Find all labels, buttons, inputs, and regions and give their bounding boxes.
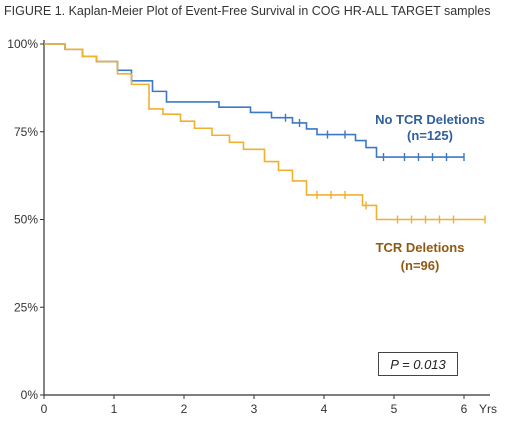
x-tick-label: 6: [461, 402, 468, 416]
x-tick-label: 4: [321, 402, 328, 416]
y-tick-label: 0%: [21, 388, 39, 402]
y-tick-label: 100%: [7, 37, 38, 51]
survival-curve-tcr-deletions: [44, 43, 485, 221]
p-value-box: P = 0.013: [378, 352, 458, 376]
x-tick-label: 1: [111, 402, 118, 416]
chart-axes: [43, 40, 490, 396]
y-axis-ticks: 0% 25% 50% 75% 100%: [7, 37, 44, 402]
series-group: [44, 43, 486, 224]
x-tick-label: 5: [391, 402, 398, 416]
x-tick-label: 3: [251, 402, 258, 416]
series-label-no-tcr-n: (n=125): [407, 128, 453, 143]
series-label-tcr-n: (n=96): [401, 258, 440, 273]
figure-title: FIGURE 1. Kaplan-Meier Plot of Event-Fre…: [4, 4, 491, 18]
x-axis-ticks: 0 1 2 3 4 5 6 Yrs: [41, 395, 497, 416]
y-tick-label: 75%: [14, 125, 38, 139]
series-label-no-tcr-name: No TCR Deletions: [375, 112, 485, 127]
x-axis-unit-label: Yrs: [479, 402, 497, 416]
y-tick-label: 50%: [14, 213, 38, 227]
x-tick-label: 0: [41, 402, 48, 416]
y-tick-label: 25%: [14, 300, 38, 314]
x-tick-label: 2: [181, 402, 188, 416]
series-label-tcr-name: TCR Deletions: [376, 240, 465, 255]
